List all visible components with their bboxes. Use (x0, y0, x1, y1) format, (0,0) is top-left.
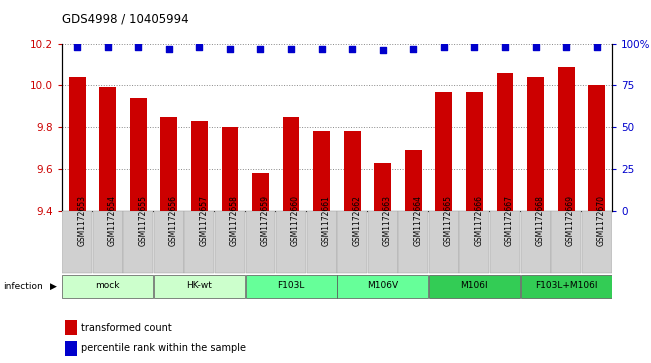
Point (500, 44, 510, 50)
FancyBboxPatch shape (215, 211, 245, 273)
Text: GSM1172662: GSM1172662 (352, 195, 361, 245)
Text: GSM1172653: GSM1172653 (77, 195, 86, 245)
Point (378, 47, 388, 53)
FancyBboxPatch shape (429, 211, 459, 273)
Point (102, 44, 113, 50)
FancyBboxPatch shape (490, 211, 520, 273)
Text: infection: infection (3, 282, 43, 291)
Point (133, 44, 143, 50)
Point (194, 44, 204, 50)
Bar (497, 73, 514, 211)
FancyBboxPatch shape (429, 275, 520, 298)
Bar (466, 91, 483, 211)
Bar (100, 87, 116, 211)
FancyBboxPatch shape (245, 211, 275, 273)
Bar (558, 66, 574, 211)
Text: GSM1172655: GSM1172655 (138, 195, 147, 245)
FancyBboxPatch shape (582, 211, 612, 273)
FancyBboxPatch shape (123, 211, 153, 273)
Point (347, 46, 357, 52)
Text: percentile rank within the sample: percentile rank within the sample (81, 343, 246, 353)
Point (408, 46, 419, 52)
FancyBboxPatch shape (276, 211, 306, 273)
Text: F103L: F103L (277, 281, 305, 290)
Point (439, 44, 449, 50)
Text: GDS4998 / 10405994: GDS4998 / 10405994 (62, 13, 189, 26)
Bar (160, 117, 177, 211)
Text: GSM1172670: GSM1172670 (597, 195, 605, 245)
Point (469, 44, 480, 50)
Bar (191, 121, 208, 211)
FancyBboxPatch shape (184, 211, 214, 273)
Text: GSM1172667: GSM1172667 (505, 195, 514, 245)
FancyBboxPatch shape (62, 275, 153, 298)
Text: GSM1172661: GSM1172661 (322, 195, 331, 245)
FancyBboxPatch shape (154, 211, 184, 273)
Text: transformed count: transformed count (81, 323, 172, 333)
Text: GSM1172669: GSM1172669 (566, 195, 575, 245)
Text: GSM1172663: GSM1172663 (383, 195, 392, 245)
Point (561, 44, 572, 50)
Bar (252, 173, 269, 211)
Bar (374, 163, 391, 211)
Bar (130, 98, 146, 211)
Bar (283, 117, 299, 211)
FancyBboxPatch shape (337, 275, 428, 298)
Point (592, 44, 602, 50)
Text: HK-wt: HK-wt (186, 281, 212, 290)
Text: GSM1172665: GSM1172665 (444, 195, 453, 245)
FancyBboxPatch shape (337, 211, 367, 273)
Text: GSM1172666: GSM1172666 (475, 195, 484, 245)
Point (72, 44, 82, 50)
Bar (589, 85, 605, 211)
Bar (436, 91, 452, 211)
Text: GSM1172654: GSM1172654 (107, 195, 117, 245)
Bar (64, 340, 77, 356)
Point (225, 46, 235, 52)
Point (316, 46, 327, 52)
FancyBboxPatch shape (398, 211, 428, 273)
Point (531, 44, 541, 50)
Text: F103L+M106I: F103L+M106I (535, 281, 598, 290)
Text: M106V: M106V (367, 281, 398, 290)
Text: GSM1172660: GSM1172660 (291, 195, 300, 245)
Bar (69, 77, 85, 211)
Text: GSM1172664: GSM1172664 (413, 195, 422, 245)
Point (286, 46, 296, 52)
Text: GSM1172657: GSM1172657 (199, 195, 208, 245)
Point (163, 46, 174, 52)
Text: GSM1172658: GSM1172658 (230, 195, 239, 245)
Text: ▶: ▶ (50, 282, 57, 291)
Bar (405, 150, 422, 211)
FancyBboxPatch shape (307, 211, 337, 273)
Bar (313, 131, 330, 211)
Text: M106I: M106I (461, 281, 488, 290)
FancyBboxPatch shape (368, 211, 398, 273)
FancyBboxPatch shape (62, 211, 92, 273)
FancyBboxPatch shape (154, 275, 245, 298)
FancyBboxPatch shape (521, 211, 551, 273)
Bar (64, 320, 77, 335)
Bar (221, 127, 238, 211)
FancyBboxPatch shape (460, 211, 490, 273)
FancyBboxPatch shape (92, 211, 122, 273)
FancyBboxPatch shape (551, 211, 581, 273)
Text: GSM1172668: GSM1172668 (536, 195, 544, 245)
FancyBboxPatch shape (245, 275, 337, 298)
Bar (527, 77, 544, 211)
Text: GSM1172659: GSM1172659 (260, 195, 270, 245)
FancyBboxPatch shape (521, 275, 612, 298)
Text: GSM1172656: GSM1172656 (169, 195, 178, 245)
Point (255, 46, 266, 52)
Text: mock: mock (96, 281, 120, 290)
Bar (344, 131, 361, 211)
